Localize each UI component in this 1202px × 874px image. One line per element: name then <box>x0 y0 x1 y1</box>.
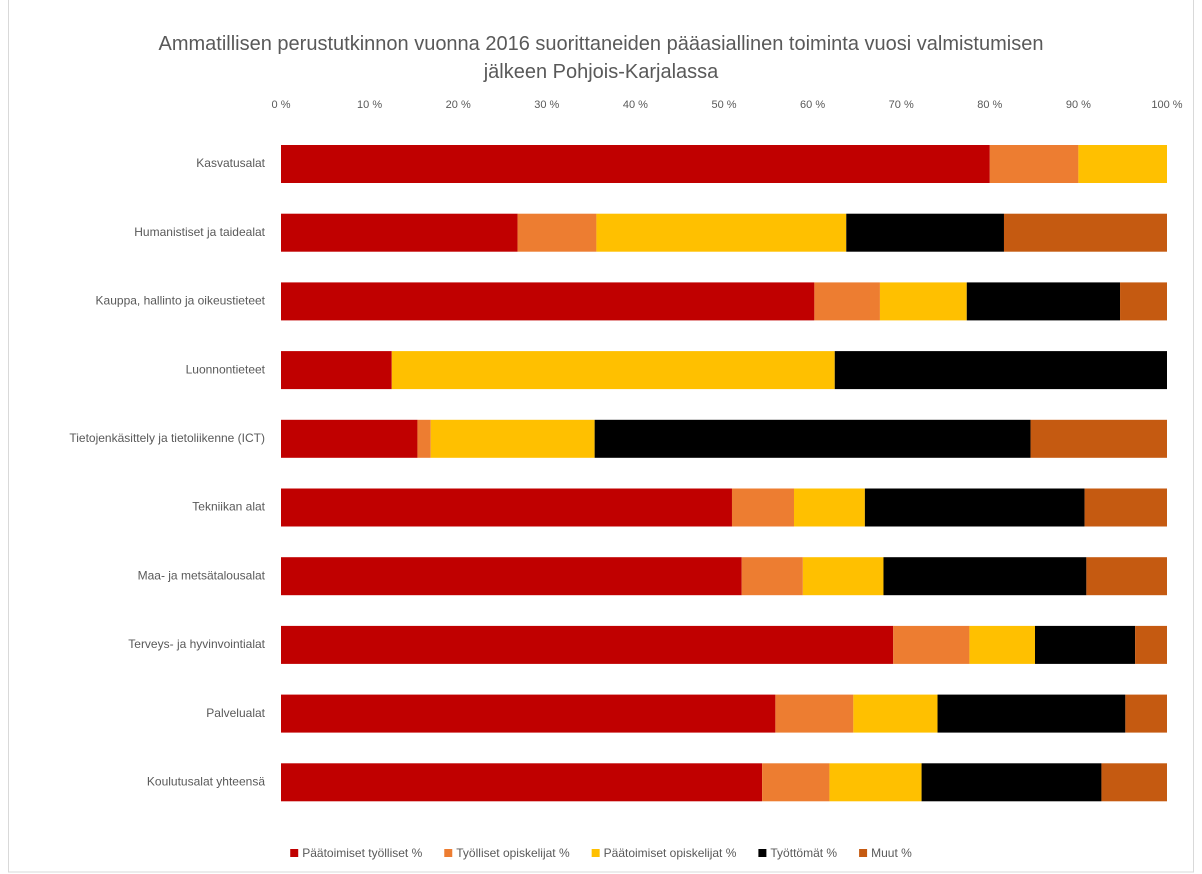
chart-title: Ammatillisen perustutkinnon vuonna 2016 … <box>158 33 1044 83</box>
x-tick-label: 80 % <box>977 99 1002 111</box>
bar-segment <box>281 351 392 390</box>
bar-segment <box>846 213 1004 252</box>
x-tick-label: 40 % <box>623 99 648 111</box>
bar-segment <box>281 694 776 733</box>
bar-segment <box>281 419 418 458</box>
bar-segment <box>966 282 1121 321</box>
bar-segment <box>731 488 794 527</box>
bar-segment <box>793 488 865 527</box>
bar-segment <box>1084 488 1167 527</box>
bar-segment <box>1135 625 1167 664</box>
bar-segment <box>989 145 1079 183</box>
bar-segment <box>814 282 880 321</box>
y-tick-label: Maa- ja metsätalousalat <box>138 568 266 582</box>
bar-segment <box>1120 282 1167 321</box>
x-tick-label: 50 % <box>711 99 736 111</box>
bar-segment <box>864 488 1085 527</box>
bar-segment <box>802 557 884 596</box>
bar-segment <box>281 145 990 183</box>
bar-segment <box>417 419 431 458</box>
bar-segment <box>1101 763 1167 802</box>
bar-segment <box>281 557 742 596</box>
bar-segment <box>281 625 894 664</box>
bar-segment <box>775 694 854 733</box>
x-tick-label: 90 % <box>1066 99 1091 111</box>
bar-segment <box>281 213 518 252</box>
y-tick-label: Terveys- ja hyvinvointialat <box>128 637 265 651</box>
legend-label: Päätoimiset opiskelijat % <box>604 846 737 860</box>
bar-segment <box>883 557 1087 596</box>
chart-border <box>8 0 1194 873</box>
bar-segment <box>834 351 1167 390</box>
x-tick-label: 60 % <box>800 99 825 111</box>
bar-segment <box>853 694 938 733</box>
bar-segment <box>596 213 847 252</box>
bar-segment <box>1078 145 1167 183</box>
y-tick-label: Tekniikan alat <box>192 500 265 514</box>
x-tick-label: 10 % <box>357 99 382 111</box>
bar-segment <box>969 625 1035 664</box>
legend-swatch <box>758 849 767 857</box>
bar-segment <box>1125 694 1167 733</box>
x-tick-label: 100 % <box>1151 99 1182 111</box>
bar-segment <box>594 419 1031 458</box>
legend-swatch <box>859 849 868 857</box>
x-tick-label: 70 % <box>889 99 914 111</box>
x-tick-label: 0 % <box>272 99 291 111</box>
legend-label: Työttömät % <box>770 846 837 860</box>
bar-segment <box>879 282 967 321</box>
y-tick-label: Kasvatusalat <box>196 156 265 170</box>
bar-segment <box>517 213 597 252</box>
bar-segment <box>281 763 763 802</box>
y-tick-label: Palvelualat <box>206 706 265 720</box>
bar-segment <box>1030 419 1167 458</box>
legend-swatch <box>290 849 299 857</box>
bar-segment <box>829 763 922 802</box>
bar-segment <box>1003 213 1167 252</box>
y-tick-label: Koulutusalat yhteensä <box>147 774 265 788</box>
legend-label: Muut % <box>871 846 912 860</box>
y-tick-label: Humanistiset ja taidealat <box>134 225 265 239</box>
legend-label: Työlliset opiskelijat % <box>456 846 570 860</box>
y-tick-label: Luonnontieteet <box>186 362 266 376</box>
bar-segment <box>937 694 1126 733</box>
bar-segment <box>391 351 835 390</box>
bar-segment <box>762 763 830 802</box>
legend-swatch <box>591 849 600 857</box>
legend-swatch <box>444 849 453 857</box>
x-tick-label: 20 % <box>446 99 471 111</box>
x-tick-label: 30 % <box>534 99 559 111</box>
bar-segment <box>741 557 803 596</box>
bar-segment <box>1034 625 1136 664</box>
bar-segment <box>921 763 1102 802</box>
y-tick-label: Kauppa, hallinto ja oikeustieteet <box>96 294 266 308</box>
bar-segment <box>1086 557 1167 596</box>
bar-segment <box>281 282 815 321</box>
bar-segment <box>281 488 732 527</box>
y-tick-label: Tietojenkäsittely ja tietoliikenne (ICT) <box>69 431 265 445</box>
legend-label: Päätoimiset työlliset % <box>302 846 422 860</box>
bar-segment <box>893 625 970 664</box>
bar-segment <box>430 419 595 458</box>
